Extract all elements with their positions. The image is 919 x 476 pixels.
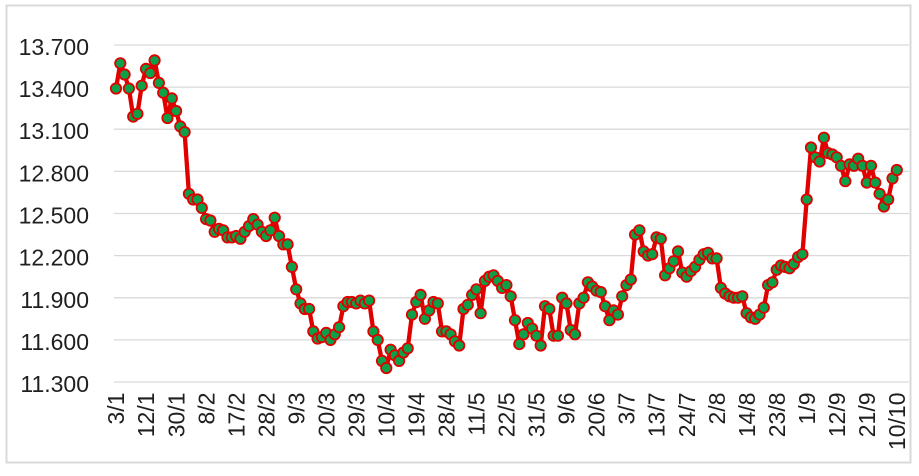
svg-text:12/1: 12/1: [133, 393, 159, 438]
svg-text:10/10: 10/10: [884, 393, 910, 451]
svg-text:12.500: 12.500: [19, 203, 89, 229]
svg-text:9/3: 9/3: [283, 393, 309, 425]
svg-text:19/4: 19/4: [404, 392, 430, 437]
svg-text:23/8: 23/8: [764, 393, 790, 438]
svg-text:11.900: 11.900: [20, 287, 89, 313]
svg-text:11/5: 11/5: [464, 393, 490, 436]
svg-text:3/7: 3/7: [614, 393, 640, 425]
svg-text:31/5: 31/5: [524, 393, 550, 438]
svg-text:13.400: 13.400: [19, 76, 89, 102]
svg-text:13.100: 13.100: [19, 118, 89, 144]
svg-text:11.600: 11.600: [20, 329, 89, 355]
svg-text:11.300: 11.300: [20, 371, 89, 397]
svg-text:29/3: 29/3: [343, 393, 369, 438]
svg-text:12/9: 12/9: [824, 393, 850, 438]
svg-text:14/8: 14/8: [734, 393, 760, 438]
svg-text:3/1: 3/1: [103, 393, 129, 425]
svg-text:12.800: 12.800: [19, 160, 89, 186]
svg-text:1/9: 1/9: [794, 393, 820, 425]
svg-text:10/4: 10/4: [374, 392, 400, 437]
svg-text:30/1: 30/1: [163, 393, 189, 438]
svg-text:2/8: 2/8: [704, 393, 730, 425]
svg-text:13.700: 13.700: [19, 34, 89, 60]
svg-text:28/2: 28/2: [253, 393, 279, 438]
svg-text:17/2: 17/2: [223, 393, 249, 438]
svg-text:20/6: 20/6: [584, 393, 610, 438]
svg-text:20/3: 20/3: [313, 393, 339, 438]
svg-text:28/4: 28/4: [434, 392, 460, 437]
svg-text:9/6: 9/6: [554, 393, 580, 425]
svg-text:8/2: 8/2: [193, 393, 219, 425]
svg-text:12.200: 12.200: [19, 245, 89, 271]
svg-text:21/9: 21/9: [854, 393, 880, 438]
svg-text:24/7: 24/7: [674, 393, 700, 438]
svg-text:13/7: 13/7: [644, 393, 670, 438]
svg-text:22/5: 22/5: [494, 393, 520, 438]
